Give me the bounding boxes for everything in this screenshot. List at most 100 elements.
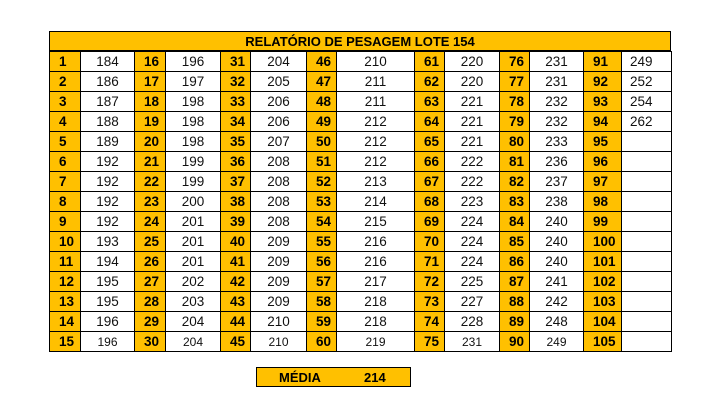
lot-index-cell: 96: [583, 151, 622, 172]
weight-cell: 204: [165, 311, 221, 332]
table-row: 14 196 29 204 44 210 59 218 74 228 89 248 104: [49, 311, 672, 332]
lot-index-cell: 45: [220, 331, 251, 352]
lot-index-cell: 52: [306, 171, 337, 192]
lot-index-cell: 42: [220, 271, 251, 292]
weight-cell: 210: [336, 51, 415, 72]
weight-cell: 197: [165, 71, 221, 92]
weight-cell: 249: [621, 51, 672, 72]
weight-cell: 204: [250, 51, 307, 72]
weight-cell: 254: [621, 91, 672, 112]
weight-cell: 206: [250, 91, 307, 112]
weight-cell: 216: [336, 231, 415, 252]
table-row: 15 196 30 204 45 210 60 219 75 231 90 249 105: [49, 331, 672, 352]
weight-cell: 187: [80, 91, 135, 112]
weight-cell: 211: [336, 71, 415, 92]
weight-cell: 252: [621, 71, 672, 92]
weight-cell: 212: [336, 111, 415, 132]
lot-index-cell: 27: [134, 271, 166, 292]
lot-index-cell: 33: [220, 91, 251, 112]
weight-cell: 232: [529, 91, 584, 112]
weight-cell: 208: [250, 191, 307, 212]
lot-index-cell: 3: [49, 91, 81, 112]
weight-cell: 198: [165, 91, 221, 112]
empty-weight-cell: [621, 291, 672, 312]
empty-weight-cell: [621, 211, 672, 232]
lot-index-cell: 61: [414, 51, 445, 72]
weight-cell: 196: [80, 331, 135, 352]
lot-index-cell: 46: [306, 51, 337, 72]
lot-index-cell: 40: [220, 231, 251, 252]
lot-index-cell: 68: [414, 191, 445, 212]
weight-cell: 210: [250, 331, 307, 352]
weight-cell: 238: [529, 191, 584, 212]
weight-cell: 240: [529, 211, 584, 232]
table-row: 10 193 25 201 40 209 55 216 70 224 85 240 100: [49, 231, 672, 252]
weight-cell: 210: [250, 311, 307, 332]
weights-table: 1 184 16 196 31 204 46 210 61 220 76 231 91 249 2 186 17…: [49, 51, 672, 352]
weight-cell: 209: [250, 291, 307, 312]
lot-index-cell: 89: [499, 311, 530, 332]
lot-index-cell: 48: [306, 91, 337, 112]
lot-index-cell: 59: [306, 311, 337, 332]
weight-cell: 223: [444, 191, 500, 212]
weights-table-body: 1 184 16 196 31 204 46 210 61 220 76 231 91 249 2 186 17…: [49, 51, 672, 352]
lot-index-cell: 97: [583, 171, 622, 192]
weight-cell: 236: [529, 151, 584, 172]
weight-cell: 217: [336, 271, 415, 292]
weight-cell: 228: [444, 311, 500, 332]
weight-cell: 232: [529, 111, 584, 132]
weight-cell: 202: [165, 271, 221, 292]
weight-cell: 221: [444, 111, 500, 132]
lot-index-cell: 31: [220, 51, 251, 72]
lot-index-cell: 37: [220, 171, 251, 192]
weight-cell: 219: [336, 331, 415, 352]
weighing-report-sheet: RELATÓRIO DE PESAGEM LOTE 154 1 184 16 196 3…: [49, 31, 672, 352]
weight-cell: 220: [444, 71, 500, 92]
weight-cell: 194: [80, 251, 135, 272]
weight-cell: 216: [336, 251, 415, 272]
weight-cell: 200: [165, 191, 221, 212]
lot-index-cell: 38: [220, 191, 251, 212]
lot-index-cell: 100: [583, 231, 622, 252]
lot-index-cell: 44: [220, 311, 251, 332]
lot-index-cell: 2: [49, 71, 81, 92]
lot-index-cell: 99: [583, 211, 622, 232]
weight-cell: 186: [80, 71, 135, 92]
weight-cell: 207: [250, 131, 307, 152]
lot-index-cell: 6: [49, 151, 81, 172]
lot-index-cell: 73: [414, 291, 445, 312]
lot-index-cell: 32: [220, 71, 251, 92]
lot-index-cell: 22: [134, 171, 166, 192]
empty-weight-cell: [621, 271, 672, 292]
lot-index-cell: 76: [499, 51, 530, 72]
weight-cell: 262: [621, 111, 672, 132]
lot-index-cell: 34: [220, 111, 251, 132]
weight-cell: 205: [250, 71, 307, 92]
weight-cell: 196: [165, 51, 221, 72]
weight-cell: 233: [529, 131, 584, 152]
lot-index-cell: 47: [306, 71, 337, 92]
weight-cell: 222: [444, 151, 500, 172]
lot-index-cell: 77: [499, 71, 530, 92]
lot-index-cell: 26: [134, 251, 166, 272]
weight-cell: 192: [80, 191, 135, 212]
weight-cell: 208: [250, 151, 307, 172]
empty-weight-cell: [621, 151, 672, 172]
lot-index-cell: 71: [414, 251, 445, 272]
weight-cell: 192: [80, 211, 135, 232]
lot-index-cell: 11: [49, 251, 81, 272]
table-row: 1 184 16 196 31 204 46 210 61 220 76 231 91 249: [49, 51, 672, 72]
weight-cell: 198: [165, 131, 221, 152]
table-row: 11 194 26 201 41 209 56 216 71 224 86 240 101: [49, 251, 672, 272]
lot-index-cell: 85: [499, 231, 530, 252]
lot-index-cell: 19: [134, 111, 166, 132]
lot-index-cell: 9: [49, 211, 81, 232]
weight-cell: 188: [80, 111, 135, 132]
average-box: MÉDIA 214: [256, 367, 411, 387]
lot-index-cell: 65: [414, 131, 445, 152]
weight-cell: 199: [165, 171, 221, 192]
lot-index-cell: 21: [134, 151, 166, 172]
lot-index-cell: 105: [583, 331, 622, 352]
empty-weight-cell: [621, 251, 672, 272]
lot-index-cell: 15: [49, 331, 81, 352]
